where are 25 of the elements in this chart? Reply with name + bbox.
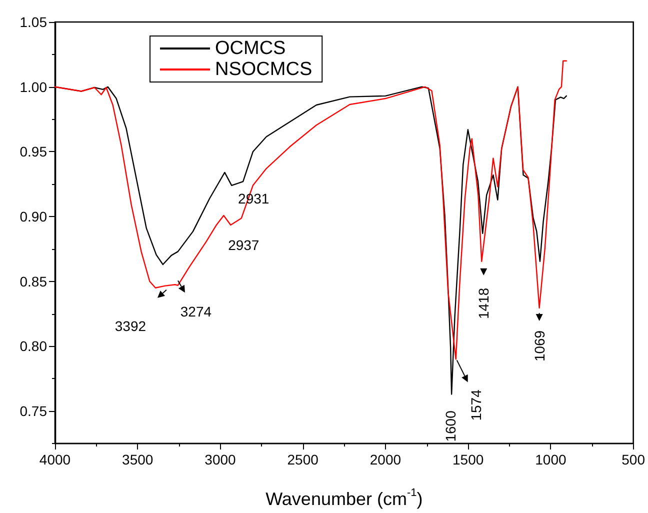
legend-label: NSOCMCS [215,59,312,80]
annotation: 1069 [531,330,548,362]
y-tick-label: 1.05 [20,14,48,30]
y-tick-label: 0.75 [20,403,48,420]
x-tick-label: 500 [622,452,646,468]
x-tick-label: 4000 [39,452,71,468]
y-tick-label: 0.95 [20,144,48,160]
annotation: 1600 [442,410,459,442]
x-tick-label: 1000 [535,452,566,468]
y-tick-label: 0.80 [20,338,48,354]
x-tick-label: 2500 [287,452,319,468]
annotation: 1574 [468,389,484,421]
annotation: 1418 [476,288,492,319]
legend-label: OCMCS [215,38,286,59]
x-tick-label: 2000 [370,452,402,468]
annotation: 2937 [228,236,260,253]
x-tick-label: 1500 [452,452,484,468]
y-tick-label: 1.00 [20,78,48,95]
x-tick-label: 3000 [204,452,236,468]
line-series [54,60,567,360]
annotation: 3274 [180,304,212,320]
y-tick-label: 0.85 [20,273,48,290]
y-tick-label: 0.90 [20,208,48,225]
x-tick-label: 3500 [122,452,154,468]
annotation: 3392 [114,318,146,334]
